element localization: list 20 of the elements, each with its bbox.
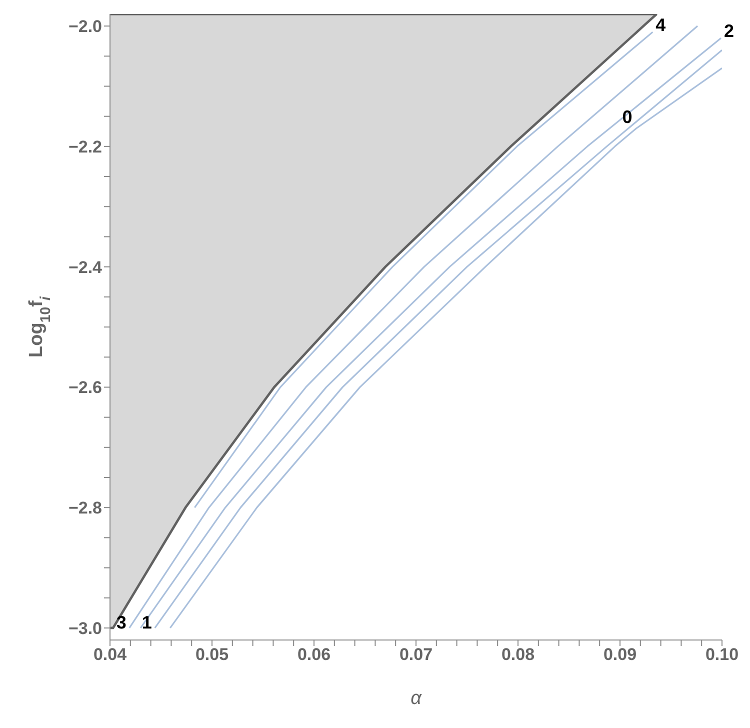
y-tick-label: −2.0 [68, 17, 102, 36]
y-tick-label: −3.0 [68, 618, 102, 638]
x-axis-title: α [410, 688, 423, 709]
annotation: 4 [656, 14, 666, 35]
x-tick-label: 0.06 [297, 645, 331, 664]
x-tick-label: 0.07 [399, 645, 433, 664]
y-tick-label: −2.4 [68, 258, 103, 277]
x-tick-label: 0.10 [705, 645, 739, 664]
annotation: 1 [142, 612, 152, 633]
annotation: 3 [116, 612, 126, 633]
line-series [194, 31, 654, 508]
annotation: 2 [724, 20, 734, 41]
annotation: 0 [622, 107, 632, 128]
y-tick-label: −2.8 [68, 498, 102, 518]
x-tick-label: 0.04 [93, 645, 128, 664]
y-tick-label: −2.6 [68, 378, 102, 398]
y-tick-label: −2.2 [68, 137, 102, 156]
x-tick-label: 0.05 [195, 645, 229, 664]
x-tick-label: 0.08 [501, 645, 535, 664]
x-tick-label: 0.09 [603, 645, 637, 664]
